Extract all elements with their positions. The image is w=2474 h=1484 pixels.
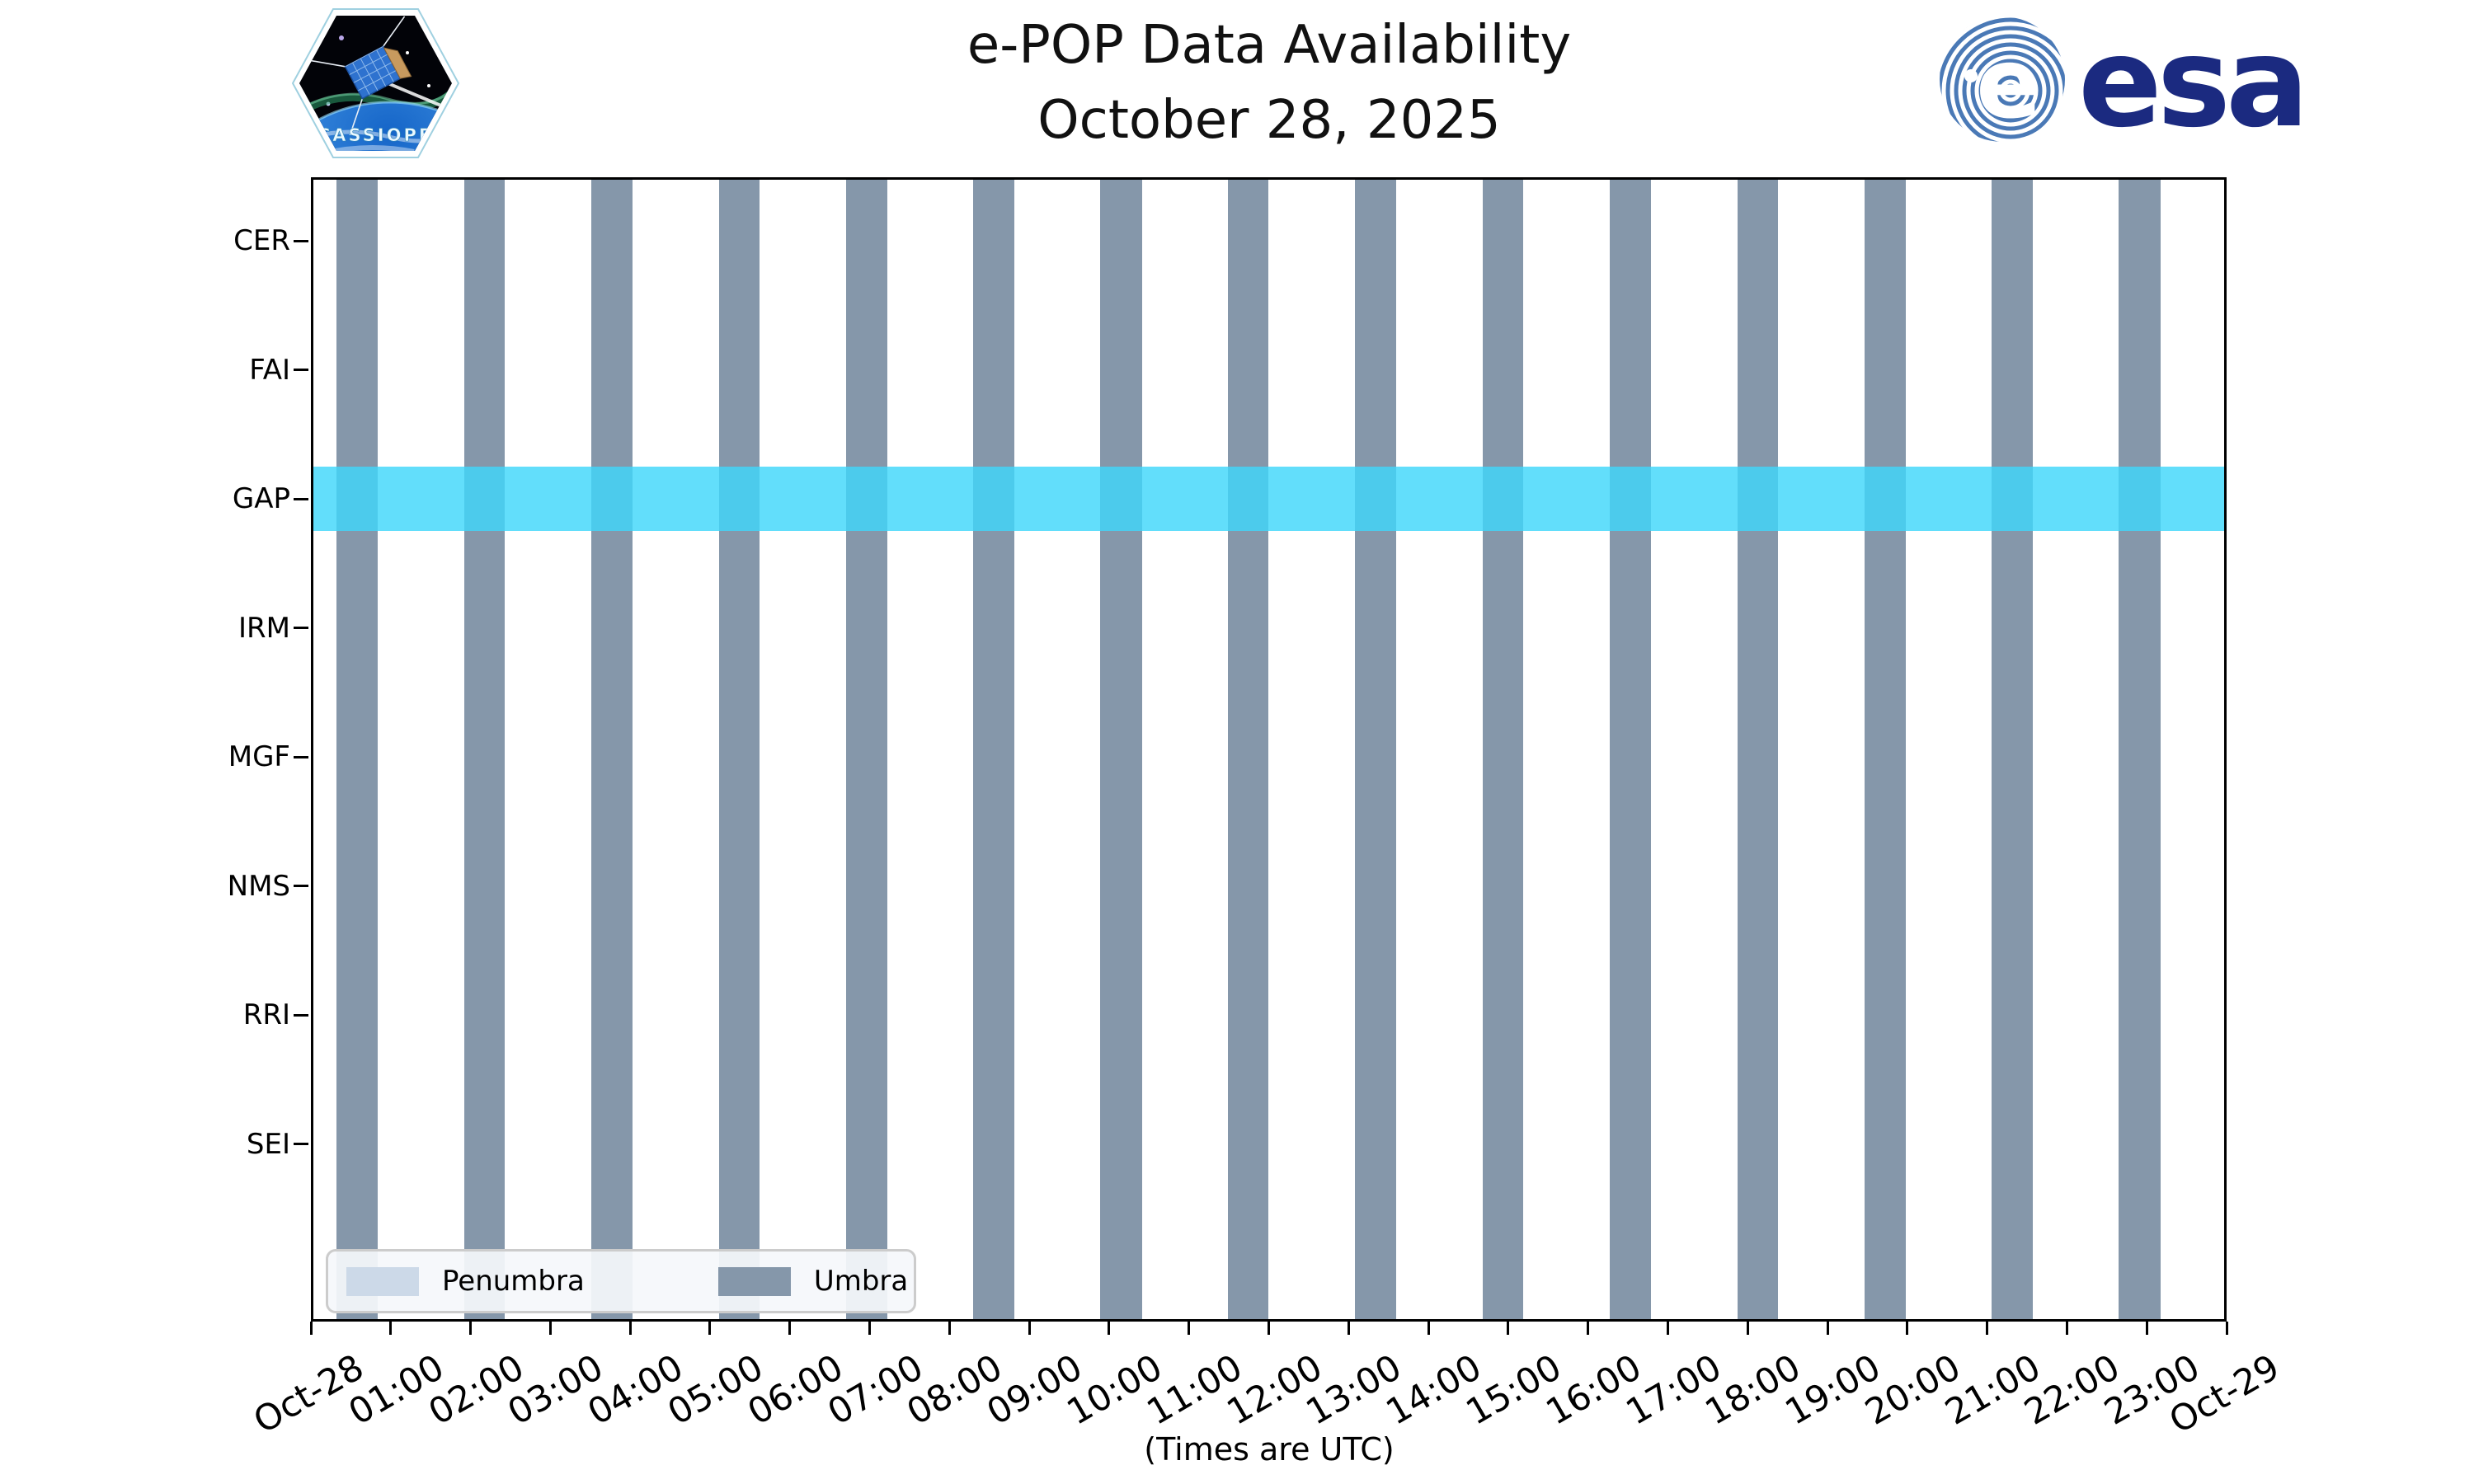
x-tick: [469, 1322, 473, 1335]
x-tick: [628, 1322, 632, 1335]
y-tick: [294, 239, 308, 242]
umbra-bar: [1992, 177, 2033, 1322]
x-tick: [788, 1322, 792, 1335]
y-tick: [294, 369, 308, 371]
x-tick: [1507, 1322, 1510, 1335]
umbra-bar: [1609, 177, 1652, 1322]
x-tick: [1347, 1322, 1350, 1335]
y-tick: [294, 627, 308, 629]
x-tick: [2225, 1322, 2228, 1335]
umbra-bar: [336, 177, 379, 1322]
x-tick: [1746, 1322, 1749, 1335]
umbra-bar: [1737, 177, 1779, 1322]
x-tick: [708, 1322, 712, 1335]
y-tick: [294, 497, 308, 500]
x-tick: [1268, 1322, 1270, 1335]
x-tick: [948, 1322, 951, 1335]
y-tick-label-fai: FAI: [249, 353, 290, 387]
esa-wordmark: esa: [2078, 12, 2309, 155]
y-tick: [294, 885, 308, 887]
y-tick-label-sei: SEI: [246, 1127, 290, 1161]
esa-logo: e esa: [1938, 12, 2309, 155]
y-tick-label-cer: CER: [233, 224, 290, 257]
penumbra-label: Penumbra: [442, 1265, 585, 1298]
cassiope-patch-label: CASSIOPE: [317, 125, 433, 145]
x-tick: [1427, 1322, 1430, 1335]
penumbra-swatch: [346, 1266, 419, 1296]
legend: Penumbra Umbra: [326, 1249, 916, 1313]
availability-chart: CER FAI GAP IRM MGF NMS RRI SEI Oct-28 01:00 02:0…: [228, 177, 2287, 1442]
x-tick: [389, 1322, 393, 1335]
umbra-swatch: [717, 1266, 791, 1296]
x-tick: [2065, 1322, 2068, 1335]
gap-availability-band: [311, 467, 2227, 531]
x-tick: [1906, 1322, 1909, 1335]
chart-title: e-POP Data Availability: [967, 15, 1572, 76]
y-tick: [294, 1143, 308, 1145]
chart-subtitle-date: October 28, 2025: [1037, 89, 1501, 151]
umbra-bar: [2119, 177, 2161, 1322]
umbra-bar: [1864, 177, 1906, 1322]
y-tick-label-irm: IRM: [238, 611, 290, 645]
title-block: e-POP Data Availability October 28, 2025: [967, 8, 1571, 158]
x-axis-caption: (Times are UTC): [1144, 1431, 1395, 1468]
umbra-bar: [845, 177, 887, 1322]
umbra-bar: [590, 177, 633, 1322]
umbra-bar: [1355, 177, 1397, 1322]
cassiope-mission-patch: CASSIOPE: [291, 8, 460, 158]
y-tick-label-nms: NMS: [227, 869, 290, 903]
x-tick: [1108, 1322, 1111, 1335]
umbra-bar: [463, 177, 506, 1322]
umbra-bar: [973, 177, 1014, 1322]
y-tick-label-rri: RRI: [242, 998, 290, 1031]
patch-satellite: [308, 16, 452, 136]
esa-globe-icon: e: [1940, 16, 2065, 142]
x-tick: [1587, 1322, 1590, 1335]
y-tick-label-mgf: MGF: [228, 740, 290, 773]
umbra-label: Umbra: [813, 1265, 909, 1298]
x-tick: [1028, 1322, 1031, 1335]
y-tick: [294, 755, 308, 758]
svg-text:e: e: [1976, 26, 2042, 140]
x-tick: [1986, 1322, 1989, 1335]
x-tick: [1188, 1322, 1191, 1335]
x-tick: [309, 1322, 313, 1335]
umbra-bar: [1100, 177, 1142, 1322]
y-tick: [294, 1013, 308, 1017]
x-tick: [1826, 1322, 1829, 1335]
x-tick: [1666, 1322, 1669, 1335]
x-tick: [548, 1322, 552, 1335]
umbra-bar: [1228, 177, 1269, 1322]
umbra-bar: [718, 177, 760, 1322]
x-tick: [2145, 1322, 2148, 1335]
umbra-bar: [1482, 177, 1524, 1322]
y-tick-label-gap: GAP: [232, 482, 290, 515]
x-tick: [868, 1322, 872, 1335]
